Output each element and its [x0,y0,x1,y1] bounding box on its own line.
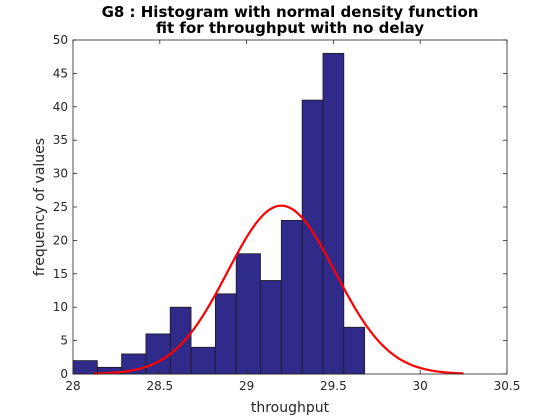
histogram-bar [190,346,216,375]
x-tick-label: 28.5 [146,379,173,393]
histogram-bar [280,219,303,375]
x-tick-label: 28 [65,379,80,393]
chart-title: G8 : Histogram with normal density funct… [102,3,479,37]
histogram-bar [214,293,237,375]
y-tick-label: 45 [53,66,68,80]
normal-fit-curve [93,204,464,375]
chart-title-line-2: fit for throughput with no delay [156,19,424,37]
y-tick-label: 30 [53,167,68,181]
x-tick-labels: 28 28.5 29 29.5 30 30.5 [65,379,520,393]
histogram-bars [72,52,366,375]
y-tick-label: 40 [53,100,68,114]
y-tick-label: 35 [53,133,68,147]
y-tick-labels: 0 5 10 15 20 25 30 35 40 45 50 [53,33,68,381]
histogram-bar [260,280,282,375]
chart-title-line-1: G8 : Histogram with normal density funct… [102,3,479,21]
plot-axes [72,39,508,375]
y-tick-label: 20 [53,233,68,247]
y-tick-label: 15 [53,267,68,281]
x-tick-label: 29.5 [320,379,347,393]
x-axis-label: throughput [251,400,330,416]
y-tick-label: 10 [53,300,68,314]
x-tick-label: 30.5 [494,379,521,393]
histogram-bar [145,333,171,375]
histogram-bar [301,99,324,375]
y-tick-label: 50 [53,33,68,47]
x-tick-label: 30 [413,379,428,393]
histogram-bar [235,253,261,375]
fit-curve-line [93,204,464,375]
histogram-bar [343,326,366,375]
y-tick-label: 25 [53,200,68,214]
histogram-bar [322,52,345,375]
y-tick-label: 0 [60,367,68,381]
x-tick-label: 29 [239,379,254,393]
histogram-bar [72,360,98,375]
y-tick-label: 5 [60,334,68,348]
histogram-bar [169,306,192,375]
y-axis-label: frequency of values [32,138,48,276]
